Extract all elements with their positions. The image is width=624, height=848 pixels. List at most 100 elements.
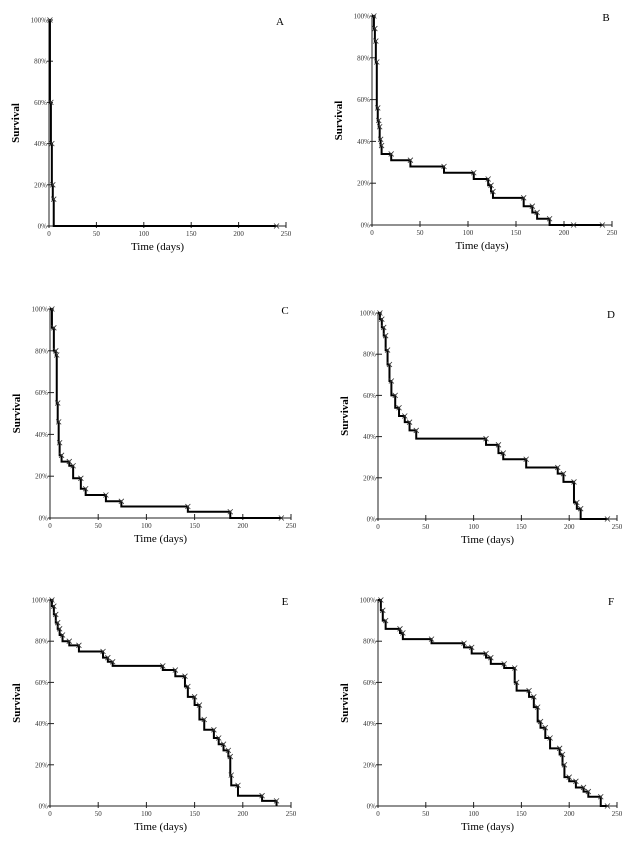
event-marker bbox=[380, 324, 387, 331]
x-axis-label: Time (days) bbox=[134, 533, 187, 545]
x-tick-label: 100 bbox=[141, 810, 152, 818]
x-axis-label: Time (days) bbox=[461, 534, 514, 546]
event-marker bbox=[485, 176, 491, 182]
y-axis-label: Survival bbox=[11, 394, 23, 434]
event-marker bbox=[379, 316, 385, 322]
event-marker bbox=[82, 485, 89, 492]
event-marker bbox=[220, 741, 227, 747]
event-marker bbox=[382, 617, 389, 624]
x-tick-label: 200 bbox=[233, 230, 244, 238]
event-marker bbox=[211, 726, 217, 733]
x-tick-label: 100 bbox=[468, 810, 479, 818]
x-axis-label: Time (days) bbox=[131, 241, 184, 253]
x-tick-label: 150 bbox=[511, 229, 522, 237]
y-tick-label: 0% bbox=[361, 222, 371, 230]
x-tick-label: 50 bbox=[417, 229, 425, 237]
survival-curve bbox=[50, 308, 282, 519]
event-marker bbox=[53, 352, 60, 358]
x-axis-label: Time (days) bbox=[461, 821, 514, 833]
x-tick-label: 250 bbox=[612, 810, 623, 818]
event-marker bbox=[573, 778, 579, 785]
event-marker bbox=[559, 751, 566, 758]
event-marker bbox=[428, 636, 435, 642]
event-marker bbox=[468, 644, 475, 651]
event-marker bbox=[382, 332, 389, 339]
x-tick-label: 150 bbox=[189, 810, 200, 818]
y-tick-label: 100% bbox=[354, 13, 371, 21]
survival-panel-f: 0 50 100 150 200 250 0% 20% 40% 60% 80% 100% Time (d… bbox=[339, 596, 623, 833]
event-marker bbox=[55, 419, 62, 425]
event-marker bbox=[191, 694, 198, 700]
y-tick-label: 60% bbox=[363, 392, 376, 400]
y-tick-label: 80% bbox=[34, 58, 47, 66]
y-axis-label: Survival bbox=[11, 683, 23, 723]
x-tick-label: 250 bbox=[612, 523, 623, 531]
event-marker bbox=[56, 626, 63, 632]
censor-marker bbox=[599, 222, 606, 228]
event-marker bbox=[100, 648, 106, 655]
survival-panel-b: 0 50 100 150 200 250 0% 20% 40% 60% 80% 100% Time (d… bbox=[333, 12, 618, 252]
event-marker bbox=[400, 630, 406, 636]
event-marker bbox=[58, 452, 65, 459]
event-marker bbox=[54, 400, 61, 406]
x-tick-label: 0 bbox=[48, 522, 52, 530]
event-marker bbox=[78, 475, 84, 482]
event-marker bbox=[105, 654, 111, 661]
x-tick-label: 150 bbox=[516, 810, 527, 818]
event-marker bbox=[59, 632, 66, 638]
x-axis-label: Time (days) bbox=[134, 821, 187, 833]
event-marker bbox=[56, 439, 63, 446]
survival-panel-a: 0 50 100 150 200 250 0% 20% 40% 60% 80% 100% Time (d… bbox=[10, 16, 292, 253]
y-tick-label: 60% bbox=[34, 99, 47, 107]
panel-label: D bbox=[607, 309, 615, 321]
event-marker bbox=[534, 704, 541, 710]
event-marker bbox=[577, 505, 584, 512]
event-marker bbox=[488, 654, 494, 661]
event-marker bbox=[401, 413, 408, 419]
y-axis-label: Survival bbox=[339, 683, 351, 723]
panel-label: E bbox=[282, 596, 289, 608]
event-marker bbox=[407, 157, 414, 163]
event-marker bbox=[388, 151, 394, 157]
event-marker bbox=[227, 508, 234, 515]
event-marker bbox=[511, 665, 518, 671]
y-axis-label: Survival bbox=[333, 101, 345, 141]
event-marker bbox=[526, 687, 532, 694]
event-marker bbox=[542, 724, 549, 731]
y-tick-label: 40% bbox=[34, 140, 47, 148]
event-marker bbox=[597, 793, 604, 800]
event-marker bbox=[566, 774, 572, 780]
x-tick-label: 200 bbox=[564, 523, 575, 531]
event-marker bbox=[225, 747, 232, 754]
event-marker bbox=[500, 450, 507, 456]
y-tick-label: 0% bbox=[367, 803, 377, 811]
survival-curve bbox=[378, 599, 608, 807]
x-tick-label: 200 bbox=[238, 810, 249, 818]
y-tick-label: 20% bbox=[363, 474, 376, 482]
x-tick-label: 0 bbox=[48, 810, 52, 818]
x-tick-label: 50 bbox=[95, 522, 103, 530]
x-tick-label: 200 bbox=[559, 229, 570, 237]
event-marker bbox=[529, 203, 536, 209]
event-marker bbox=[49, 306, 55, 312]
event-marker bbox=[537, 718, 544, 725]
x-tick-label: 250 bbox=[286, 522, 297, 530]
y-tick-label: 20% bbox=[34, 181, 47, 189]
y-tick-label: 60% bbox=[363, 679, 376, 687]
event-marker bbox=[396, 404, 402, 411]
x-tick-label: 250 bbox=[281, 230, 292, 238]
event-marker bbox=[377, 136, 384, 143]
x-tick-label: 200 bbox=[238, 522, 249, 530]
event-marker bbox=[50, 182, 56, 188]
y-tick-label: 20% bbox=[363, 761, 376, 769]
y-tick-label: 0% bbox=[38, 223, 48, 231]
event-marker bbox=[53, 611, 59, 618]
event-marker bbox=[574, 499, 580, 506]
y-tick-label: 20% bbox=[35, 473, 48, 481]
event-marker bbox=[534, 209, 540, 216]
event-marker bbox=[388, 378, 395, 384]
x-tick-label: 50 bbox=[422, 523, 430, 531]
y-tick-label: 40% bbox=[363, 720, 376, 728]
event-marker bbox=[54, 619, 61, 626]
